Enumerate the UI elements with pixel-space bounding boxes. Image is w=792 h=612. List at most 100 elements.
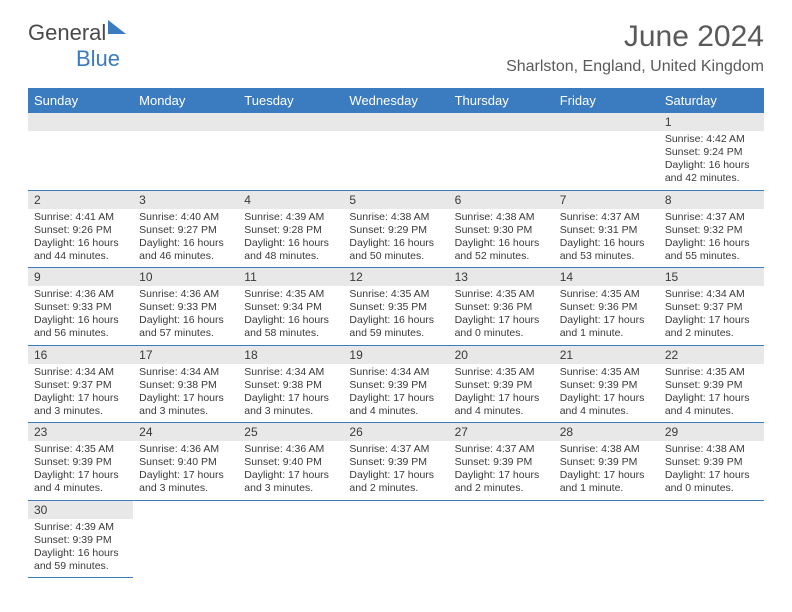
day-content: Sunrise: 4:35 AMSunset: 9:39 PMDaylight:… — [659, 364, 764, 423]
sail-icon — [108, 20, 126, 34]
day-content: Sunrise: 4:42 AMSunset: 9:24 PMDaylight:… — [659, 131, 764, 190]
day-number: 6 — [449, 191, 554, 209]
calendar-day: 10Sunrise: 4:36 AMSunset: 9:33 PMDayligh… — [133, 268, 238, 346]
calendar-body: 1Sunrise: 4:42 AMSunset: 9:24 PMDaylight… — [28, 113, 764, 578]
day-number: 3 — [133, 191, 238, 209]
day-number: 23 — [28, 423, 133, 441]
day-number: 20 — [449, 346, 554, 364]
day-number-empty — [449, 113, 554, 131]
day-number: 8 — [659, 191, 764, 209]
day-content: Sunrise: 4:36 AMSunset: 9:33 PMDaylight:… — [28, 286, 133, 345]
calendar-empty — [28, 113, 133, 190]
day-number: 5 — [343, 191, 448, 209]
day-content: Sunrise: 4:37 AMSunset: 9:32 PMDaylight:… — [659, 209, 764, 268]
day-number: 29 — [659, 423, 764, 441]
day-number: 26 — [343, 423, 448, 441]
day-content: Sunrise: 4:39 AMSunset: 9:28 PMDaylight:… — [238, 209, 343, 268]
calendar-day: 20Sunrise: 4:35 AMSunset: 9:39 PMDayligh… — [449, 345, 554, 423]
day-content: Sunrise: 4:40 AMSunset: 9:27 PMDaylight:… — [133, 209, 238, 268]
day-content: Sunrise: 4:34 AMSunset: 9:37 PMDaylight:… — [28, 364, 133, 423]
calendar-day: 6Sunrise: 4:38 AMSunset: 9:30 PMDaylight… — [449, 190, 554, 268]
day-number: 21 — [554, 346, 659, 364]
calendar-row: 1Sunrise: 4:42 AMSunset: 9:24 PMDaylight… — [28, 113, 764, 190]
logo: General Blue — [28, 20, 126, 72]
weekday-header: Sunday — [28, 88, 133, 113]
calendar-day: 27Sunrise: 4:37 AMSunset: 9:39 PMDayligh… — [449, 423, 554, 501]
day-content: Sunrise: 4:37 AMSunset: 9:31 PMDaylight:… — [554, 209, 659, 268]
calendar-row: 30Sunrise: 4:39 AMSunset: 9:39 PMDayligh… — [28, 500, 764, 578]
calendar-day: 23Sunrise: 4:35 AMSunset: 9:39 PMDayligh… — [28, 423, 133, 501]
calendar-row: 2Sunrise: 4:41 AMSunset: 9:26 PMDaylight… — [28, 190, 764, 268]
day-content: Sunrise: 4:38 AMSunset: 9:39 PMDaylight:… — [659, 441, 764, 500]
day-number: 22 — [659, 346, 764, 364]
calendar-empty — [238, 113, 343, 190]
day-number: 10 — [133, 268, 238, 286]
day-number: 13 — [449, 268, 554, 286]
calendar-day: 29Sunrise: 4:38 AMSunset: 9:39 PMDayligh… — [659, 423, 764, 501]
calendar-day: 19Sunrise: 4:34 AMSunset: 9:39 PMDayligh… — [343, 345, 448, 423]
calendar-empty — [238, 500, 343, 578]
weekday-header: Thursday — [449, 88, 554, 113]
day-number: 25 — [238, 423, 343, 441]
logo-text-1: General — [28, 20, 106, 45]
calendar-empty — [343, 500, 448, 578]
calendar-day: 18Sunrise: 4:34 AMSunset: 9:38 PMDayligh… — [238, 345, 343, 423]
location: Sharlston, England, United Kingdom — [506, 58, 764, 76]
calendar-empty — [133, 113, 238, 190]
calendar-day: 4Sunrise: 4:39 AMSunset: 9:28 PMDaylight… — [238, 190, 343, 268]
day-content: Sunrise: 4:34 AMSunset: 9:37 PMDaylight:… — [659, 286, 764, 345]
day-number: 30 — [28, 501, 133, 519]
calendar-empty — [554, 500, 659, 578]
calendar-day: 13Sunrise: 4:35 AMSunset: 9:36 PMDayligh… — [449, 268, 554, 346]
day-content: Sunrise: 4:39 AMSunset: 9:39 PMDaylight:… — [28, 519, 133, 578]
day-number: 12 — [343, 268, 448, 286]
day-number-empty — [343, 113, 448, 131]
day-number: 19 — [343, 346, 448, 364]
day-content: Sunrise: 4:37 AMSunset: 9:39 PMDaylight:… — [343, 441, 448, 500]
day-content: Sunrise: 4:41 AMSunset: 9:26 PMDaylight:… — [28, 209, 133, 268]
calendar-empty — [343, 113, 448, 190]
calendar-empty — [449, 113, 554, 190]
day-number-empty — [133, 113, 238, 131]
day-content: Sunrise: 4:36 AMSunset: 9:33 PMDaylight:… — [133, 286, 238, 345]
day-number: 27 — [449, 423, 554, 441]
calendar-day: 25Sunrise: 4:36 AMSunset: 9:40 PMDayligh… — [238, 423, 343, 501]
weekday-header: Wednesday — [343, 88, 448, 113]
day-content: Sunrise: 4:35 AMSunset: 9:35 PMDaylight:… — [343, 286, 448, 345]
day-content: Sunrise: 4:35 AMSunset: 9:36 PMDaylight:… — [449, 286, 554, 345]
day-number: 24 — [133, 423, 238, 441]
day-content: Sunrise: 4:35 AMSunset: 9:39 PMDaylight:… — [554, 364, 659, 423]
day-number: 17 — [133, 346, 238, 364]
calendar-day: 5Sunrise: 4:38 AMSunset: 9:29 PMDaylight… — [343, 190, 448, 268]
weekday-header: Monday — [133, 88, 238, 113]
day-number: 2 — [28, 191, 133, 209]
calendar-table: SundayMondayTuesdayWednesdayThursdayFrid… — [28, 88, 764, 578]
day-content: Sunrise: 4:36 AMSunset: 9:40 PMDaylight:… — [238, 441, 343, 500]
weekday-header-row: SundayMondayTuesdayWednesdayThursdayFrid… — [28, 88, 764, 113]
day-number-empty — [554, 113, 659, 131]
calendar-empty — [449, 500, 554, 578]
calendar-day: 9Sunrise: 4:36 AMSunset: 9:33 PMDaylight… — [28, 268, 133, 346]
calendar-row: 16Sunrise: 4:34 AMSunset: 9:37 PMDayligh… — [28, 345, 764, 423]
day-content: Sunrise: 4:34 AMSunset: 9:38 PMDaylight:… — [133, 364, 238, 423]
day-number: 28 — [554, 423, 659, 441]
weekday-header: Friday — [554, 88, 659, 113]
day-content: Sunrise: 4:37 AMSunset: 9:39 PMDaylight:… — [449, 441, 554, 500]
day-number: 1 — [659, 113, 764, 131]
day-content: Sunrise: 4:34 AMSunset: 9:38 PMDaylight:… — [238, 364, 343, 423]
calendar-day: 1Sunrise: 4:42 AMSunset: 9:24 PMDaylight… — [659, 113, 764, 190]
calendar-day: 30Sunrise: 4:39 AMSunset: 9:39 PMDayligh… — [28, 500, 133, 578]
calendar-day: 3Sunrise: 4:40 AMSunset: 9:27 PMDaylight… — [133, 190, 238, 268]
calendar-day: 11Sunrise: 4:35 AMSunset: 9:34 PMDayligh… — [238, 268, 343, 346]
calendar-empty — [554, 113, 659, 190]
header: General Blue June 2024 Sharlston, Englan… — [28, 20, 764, 76]
calendar-day: 17Sunrise: 4:34 AMSunset: 9:38 PMDayligh… — [133, 345, 238, 423]
day-content: Sunrise: 4:35 AMSunset: 9:39 PMDaylight:… — [449, 364, 554, 423]
day-number-empty — [238, 113, 343, 131]
calendar-day: 22Sunrise: 4:35 AMSunset: 9:39 PMDayligh… — [659, 345, 764, 423]
calendar-day: 28Sunrise: 4:38 AMSunset: 9:39 PMDayligh… — [554, 423, 659, 501]
calendar-day: 8Sunrise: 4:37 AMSunset: 9:32 PMDaylight… — [659, 190, 764, 268]
day-number: 9 — [28, 268, 133, 286]
day-content: Sunrise: 4:38 AMSunset: 9:29 PMDaylight:… — [343, 209, 448, 268]
calendar-row: 23Sunrise: 4:35 AMSunset: 9:39 PMDayligh… — [28, 423, 764, 501]
